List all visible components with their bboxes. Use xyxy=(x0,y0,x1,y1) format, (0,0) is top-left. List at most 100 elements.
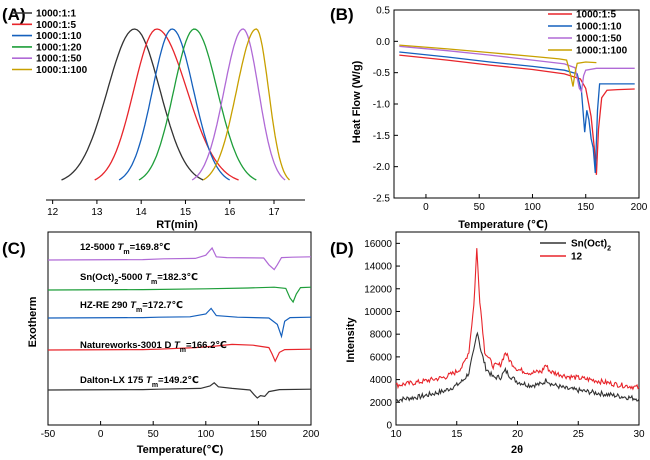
panel-a-legend-label: 1000:1:100 xyxy=(36,65,88,76)
panel-a-series-6-line xyxy=(202,28,290,181)
panel-d-plot-frame xyxy=(395,231,640,426)
panel-b-ylabel: Heat Flow (W/g) xyxy=(351,60,363,143)
panel-b-legend-label: 1000:1:100 xyxy=(576,46,628,57)
panel-d-ytick-label: 4000 xyxy=(370,375,393,386)
panel-c-series-1-line xyxy=(47,246,312,271)
panel-b-series-1-line xyxy=(399,54,635,175)
panel-d-legend-label: 12 xyxy=(571,252,583,263)
panel-a-label: (A) xyxy=(2,5,26,24)
panel-a-curves xyxy=(61,28,290,181)
panel-c-xtick-label: 50 xyxy=(148,429,160,440)
panel-d-xtick-label: 25 xyxy=(573,429,585,440)
panel-c-xtick-label: -50 xyxy=(41,429,56,440)
panel-b-label: (B) xyxy=(330,5,354,24)
panel-a-series-5-line xyxy=(191,28,286,181)
panel-a-series-2-line xyxy=(94,28,239,181)
panel-c-series-5-label: Dalton-LX 175 Tm=149.2℃ xyxy=(80,375,199,389)
panel-c-xtick-label: 200 xyxy=(303,429,320,440)
panel-d-xtick-label: 10 xyxy=(390,429,402,440)
panel-c-series-2-line xyxy=(47,286,312,304)
panel-d-ytick-label: 6000 xyxy=(370,352,393,363)
panel-b-xtick-label: 100 xyxy=(524,202,541,213)
panel-a-legend-label: 1000:1:1 xyxy=(36,9,76,20)
panel-b-series-3-line xyxy=(399,45,635,94)
panel-a-xtick-label: 13 xyxy=(91,207,103,218)
panel-c-series-1-label: 12-5000 Tm=169.8℃ xyxy=(80,242,170,256)
panel-b-xlabel: Temperature (℃) xyxy=(458,219,548,231)
panel-a-x-axis: 12 13 14 15 16 17 xyxy=(46,199,305,218)
panel-b-ytick-label: 0.5 xyxy=(376,6,390,17)
panel-a-legend-label: 1000:1:20 xyxy=(36,42,82,53)
panel-d: (D) 10 15 20 25 30 0 2000 4000 6000 8000 10000 1200… xyxy=(330,231,645,456)
panel-a: (A) 12 13 14 15 16 17 1000:1:11000:1:51000:1:… xyxy=(2,5,305,231)
panel-d-xtick-label: 15 xyxy=(451,429,463,440)
panel-a-series-3-line xyxy=(118,28,231,181)
panel-d-ylabel: Intensity xyxy=(345,317,357,363)
panel-d-legend: Sn(Oct)212 xyxy=(540,239,611,263)
panel-c-series-4-line xyxy=(47,343,312,363)
panel-a-series-4-line xyxy=(138,28,257,181)
panel-d-ytick-label: 12000 xyxy=(364,284,392,295)
panel-c-label: (C) xyxy=(2,239,26,258)
panel-c-series-3-line xyxy=(47,307,312,339)
panel-a-xtick-label: 12 xyxy=(47,207,59,218)
panel-c-series-2-label: Sn(Oct)2-5000 Tm=182.3℃ xyxy=(80,272,198,286)
panel-b-xtick-label: 50 xyxy=(474,202,486,213)
panel-c-ylabel: Exotherm xyxy=(27,296,39,347)
panel-c-xtick-label: 100 xyxy=(197,429,214,440)
panel-b-curves xyxy=(399,44,635,175)
panel-d-frame: 10 15 20 25 30 0 2000 4000 6000 8000 10000 12000 140… xyxy=(364,231,645,440)
panel-b-ytick-label: -1.5 xyxy=(373,131,391,142)
panel-c-xtick-label: 0 xyxy=(98,429,104,440)
panel-c-xtick-label: 150 xyxy=(250,429,267,440)
panel-a-xtick-label: 17 xyxy=(268,207,280,218)
panel-d-curves xyxy=(395,248,640,403)
panel-c-frame: -50 0 50 100 150 200 xyxy=(41,231,320,440)
panel-c-curves xyxy=(47,246,312,399)
panel-a-legend: 1000:1:11000:1:51000:1:101000:1:201000:1… xyxy=(12,9,88,76)
panel-d-xlabel: 2θ xyxy=(511,444,523,456)
panel-b: (B) 0 50 100 150 200-2.5-2.0-1.5-1.0-0.50.00… xyxy=(330,5,648,231)
panel-c-curve-labels: 12-5000 Tm=169.8℃ Sn(Oct)2-5000 Tm=182.3℃… xyxy=(80,242,227,389)
panel-c-series-3-label: HZ-RE 290 Tm=172.7℃ xyxy=(80,300,183,314)
panel-a-legend-label: 1000:1:50 xyxy=(36,54,82,65)
panel-b-ytick-label: -0.5 xyxy=(373,68,391,79)
panel-b-ytick-label: 0.0 xyxy=(376,37,390,48)
panel-d-ytick-label: 10000 xyxy=(364,307,392,318)
panel-b-legend-label: 1000:1:10 xyxy=(576,22,622,33)
panel-a-xtick-label: 16 xyxy=(224,207,236,218)
panel-a-xtick-label: 15 xyxy=(180,207,192,218)
panel-d-legend-label: Sn(Oct)2 xyxy=(571,239,611,253)
panel-c-series-5-line xyxy=(47,382,312,399)
panel-b-xtick-label: 0 xyxy=(423,202,429,213)
panel-b-legend-label: 1000:1:5 xyxy=(576,10,616,21)
panel-d-series-1-line xyxy=(395,331,640,403)
panel-c-series-4-label: Natureworks-3001 D Tm=166.2℃ xyxy=(80,340,227,354)
panel-d-ytick-label: 8000 xyxy=(370,330,393,341)
panel-c-plot-frame xyxy=(47,231,312,426)
panel-c: (C) -50 0 50 100 150 200 12-5000 Tm=169.8℃ Sn(… xyxy=(2,231,320,456)
panel-c-xlabel: Temperature(℃) xyxy=(137,444,224,456)
panel-b-xtick-label: 200 xyxy=(631,202,648,213)
panel-d-xtick-label: 20 xyxy=(512,429,524,440)
panel-b-xtick-label: 150 xyxy=(577,202,594,213)
panel-b-series-4-line xyxy=(399,44,597,87)
panel-d-ytick-label: 16000 xyxy=(364,239,392,250)
panel-a-legend-label: 1000:1:5 xyxy=(36,20,76,31)
panel-d-label: (D) xyxy=(330,239,354,258)
panel-b-series-2-line xyxy=(399,51,635,173)
panel-d-xtick-label: 30 xyxy=(633,429,645,440)
panel-d-ytick-label: 2000 xyxy=(370,398,393,409)
panel-d-ytick-label: 14000 xyxy=(364,262,392,273)
panel-b-ytick-label: -2.0 xyxy=(373,162,391,173)
panel-d-ytick-label: 0 xyxy=(386,421,392,432)
panel-b-frame: 0 50 100 150 200 -2.5 -2.0 -1.5 -1.0 -0.5 0.0 0.5 xyxy=(373,6,648,214)
panel-a-xlabel: RT(min) xyxy=(156,219,198,231)
panel-b-ytick-label: -2.5 xyxy=(373,194,391,205)
panel-b-ytick-label: -1.0 xyxy=(373,100,391,111)
panel-b-legend-label: 1000:1:50 xyxy=(576,34,622,45)
panel-d-series-2-line xyxy=(395,248,640,391)
panel-a-xtick-label: 14 xyxy=(136,207,148,218)
